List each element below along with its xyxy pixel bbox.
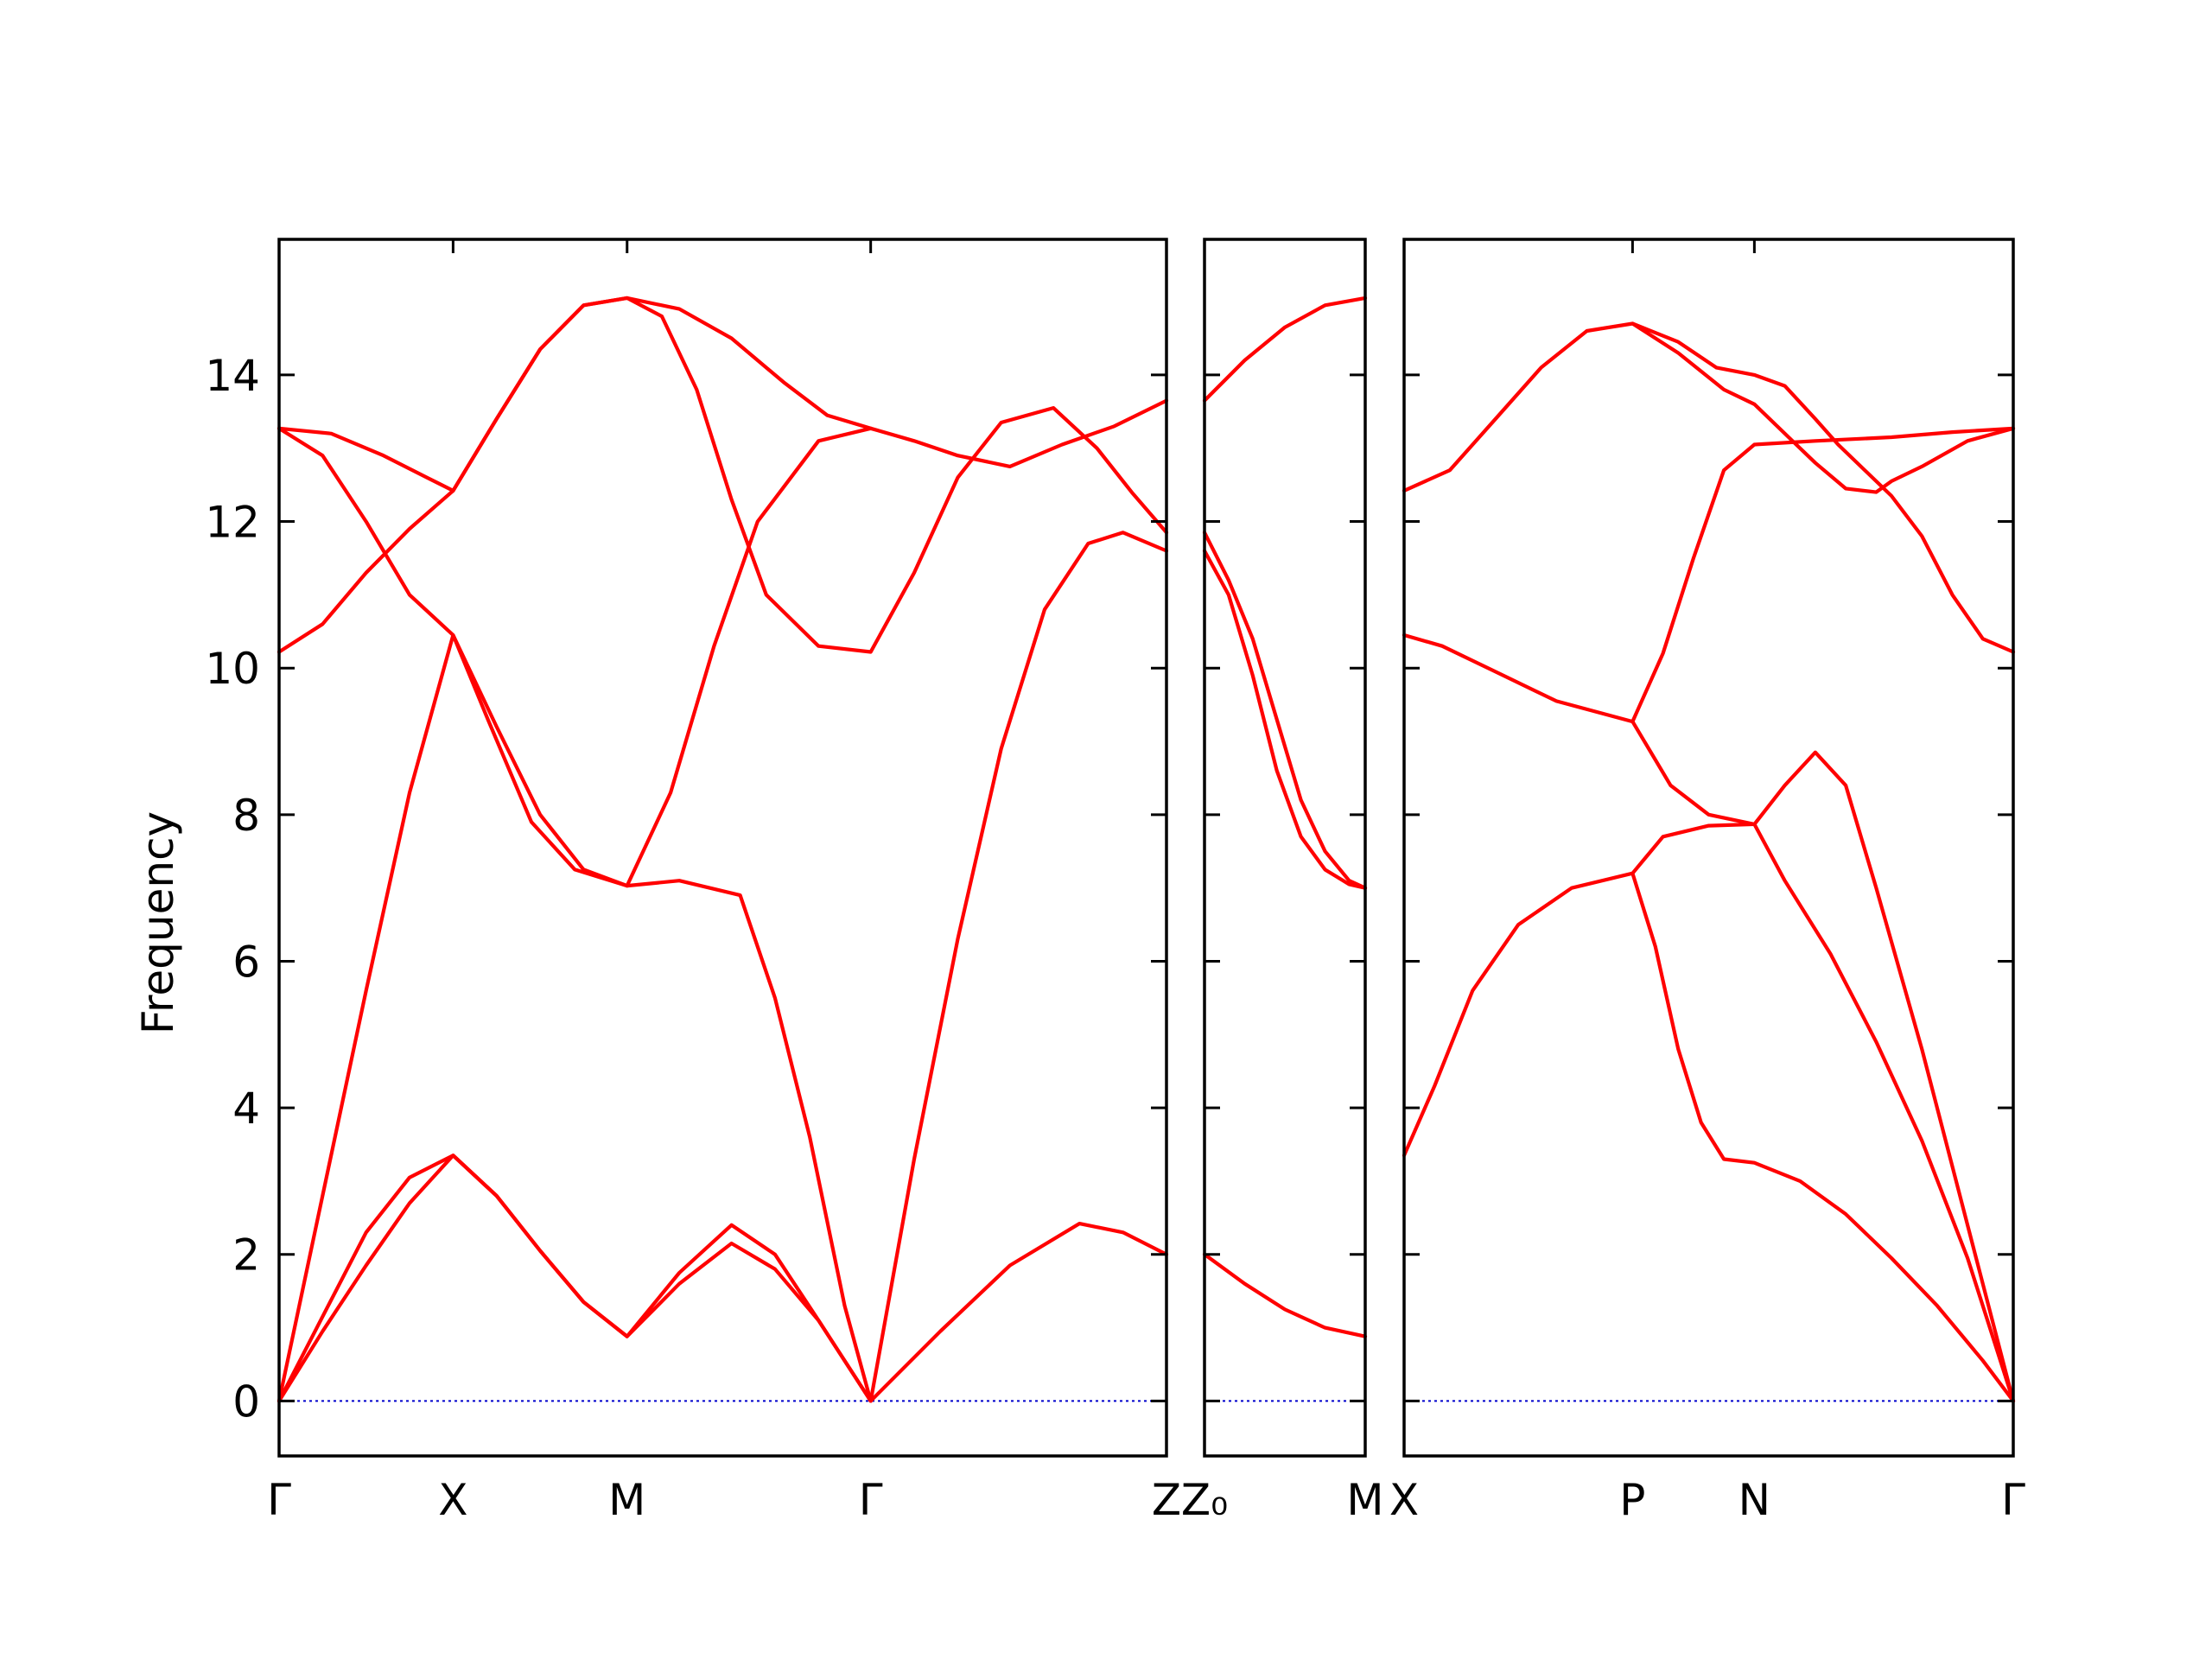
- band-line-3: [1752, 822, 2016, 1403]
- x-tick-label: Γ: [859, 1475, 883, 1525]
- x-tick-label: M: [608, 1475, 645, 1525]
- band-line-4: [868, 531, 1169, 1403]
- band-line-1: [276, 1154, 1169, 1403]
- band-line-2: [1630, 871, 2016, 1403]
- x-tick-label: P: [1619, 1475, 1645, 1525]
- y-tick-label: 14: [205, 351, 260, 401]
- band-line-3: [276, 632, 873, 1403]
- band-line-3: [1202, 549, 1368, 890]
- x-tick-label: N: [1738, 1475, 1770, 1525]
- band-line-7: [1630, 321, 2016, 494]
- y-tick-label: 12: [205, 498, 260, 548]
- x-tick-label: X: [438, 1475, 467, 1525]
- x-tick-label: Z: [1152, 1475, 1181, 1525]
- x-tick-label: M: [1346, 1475, 1383, 1525]
- band-line-6: [1402, 321, 2016, 654]
- panel-frame: [1402, 238, 2015, 1458]
- y-tick-label: 0: [232, 1376, 260, 1427]
- band-line-2: [1202, 531, 1368, 890]
- y-tick-label: 6: [232, 937, 260, 987]
- band-line-1: [1402, 750, 2016, 1403]
- band-line-4: [1202, 1252, 1368, 1338]
- panel-frame: [1203, 238, 1367, 1458]
- x-tick-label: Γ: [267, 1475, 291, 1525]
- panel-2: Z₀ M: [1181, 238, 1384, 1525]
- y-tick-label: 10: [205, 644, 260, 694]
- band-line-2: [276, 1154, 873, 1403]
- band-line-7: [276, 296, 873, 493]
- band-line-5: [1630, 426, 2016, 724]
- y-tick-label: 4: [232, 1084, 260, 1134]
- panel-frame: [277, 238, 1168, 1458]
- band-line-1: [1202, 296, 1368, 403]
- x-tick-label: Z₀: [1181, 1475, 1228, 1525]
- y-axis-label: Frequency: [133, 811, 183, 1034]
- band-line-4: [1402, 632, 1757, 826]
- x-tick-label: Γ: [2001, 1475, 2025, 1525]
- x-tick-label: X: [1389, 1475, 1419, 1525]
- y-tick-label: 2: [232, 1230, 260, 1281]
- y-tick-label: 8: [232, 791, 260, 841]
- band-line-5: [276, 398, 1169, 888]
- band-line-6: [276, 296, 1169, 654]
- panel-1: 0 2 4 6 8 10 12 14 Γ X M Γ Z: [205, 238, 1181, 1525]
